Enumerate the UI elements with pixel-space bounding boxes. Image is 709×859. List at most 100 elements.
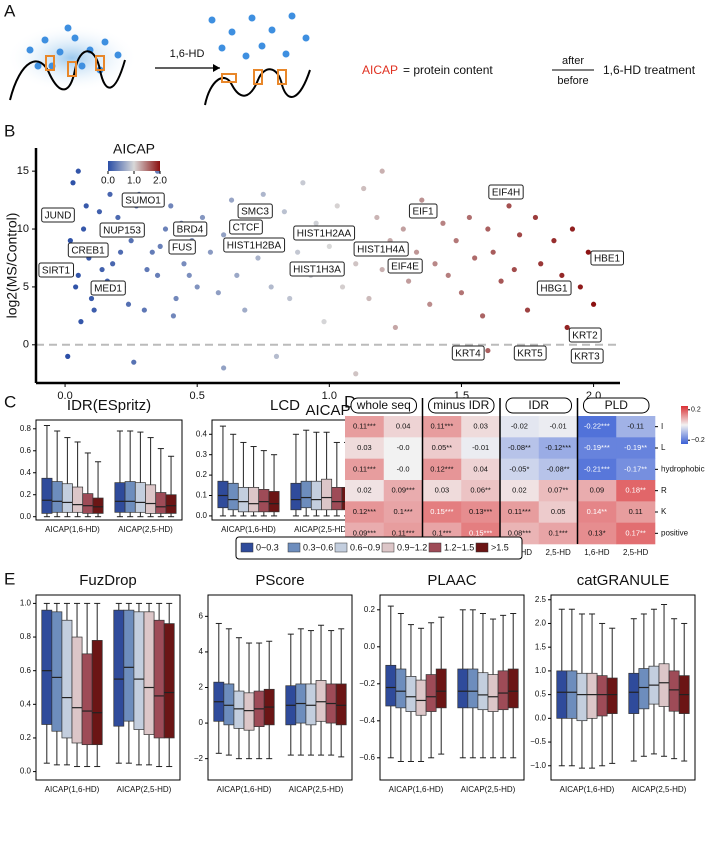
box: [71, 636, 83, 744]
point: [65, 353, 71, 359]
gene-label-box: [353, 241, 409, 257]
cell-label: 0.07**: [548, 486, 569, 495]
box: [92, 497, 104, 514]
point: [281, 209, 287, 215]
point: [506, 203, 512, 209]
y-axis-label: log2(MS/Control): [4, 213, 20, 319]
legend-swatch: [475, 542, 489, 553]
cell-label: -0.22***: [584, 422, 610, 431]
cell-label: 0.11***: [508, 507, 531, 516]
heatmap-cell: [345, 458, 385, 481]
heatmap-cell: [616, 522, 656, 545]
cell-label: -0.12***: [545, 443, 571, 452]
gene-label: KRT3: [574, 352, 600, 363]
point: [75, 272, 81, 278]
gene-label: EIF1: [412, 207, 434, 218]
point: [268, 284, 274, 290]
group-header: PLD: [605, 398, 629, 412]
point: [524, 307, 531, 313]
box: [290, 482, 302, 511]
cell-label: -0.19**: [624, 443, 647, 452]
box: [576, 672, 588, 722]
row-label: hydrophobic: [661, 464, 705, 473]
heatmap-cell: [422, 480, 462, 502]
cell-label: 0.1***: [394, 507, 413, 516]
box: [606, 677, 618, 714]
box: [237, 486, 249, 513]
point: [173, 295, 179, 302]
gene-label-box: [38, 262, 75, 278]
point: [141, 307, 147, 313]
heatmap-cell: [616, 416, 656, 438]
gene-label-box: [173, 221, 208, 237]
box: [155, 492, 167, 514]
x-tick-label: AICAP(1,6-HD): [45, 785, 100, 794]
y-tick-label: 0.0: [20, 767, 32, 776]
gene-label-box: [41, 207, 75, 223]
heatmap-cell: [500, 501, 540, 523]
point: [96, 209, 103, 215]
point: [353, 261, 359, 267]
point: [379, 266, 385, 273]
point: [419, 197, 425, 203]
y-tick-label: 0.0: [364, 642, 376, 651]
gene-label-box: [223, 237, 286, 253]
box: [668, 670, 680, 712]
point: [186, 272, 192, 278]
point: [110, 261, 116, 267]
y-tick-label: 0.3: [196, 450, 208, 459]
point: [67, 238, 73, 244]
y-tick-label: −1.0: [530, 761, 546, 770]
plot-frame: [550, 594, 696, 781]
heatmap-cell: [461, 458, 501, 481]
box: [638, 668, 650, 710]
point: [466, 214, 472, 221]
x-tick-label: AICAP(2,5-HD): [632, 785, 687, 794]
gene-label-box: [121, 192, 165, 208]
box: [395, 668, 407, 709]
plot-frame: [35, 594, 181, 781]
point: [551, 238, 557, 244]
box: [133, 611, 145, 730]
gene-label-box: [408, 203, 438, 219]
point: [221, 365, 227, 371]
point: [215, 290, 221, 296]
y-tick-label: 0.4: [20, 699, 32, 708]
cell-label: 0.1***: [549, 528, 568, 537]
box: [82, 493, 94, 514]
heatmap-cell: [383, 480, 423, 502]
legend-label: 0~0.3: [256, 542, 279, 552]
box: [305, 683, 317, 726]
cell-label: 0.04: [473, 464, 488, 473]
y-tick-label: 0.5: [535, 690, 547, 699]
box: [497, 670, 509, 711]
y-tick-label: 0: [23, 339, 29, 351]
y-tick-label: −0.5: [530, 737, 546, 746]
cell-label: -0.05*: [509, 464, 529, 473]
legend-label: >1.5: [491, 542, 509, 552]
box: [41, 477, 53, 514]
row-label: R: [661, 486, 667, 495]
point: [413, 249, 420, 255]
heatmap-cell: [422, 416, 462, 438]
y-tick-label: −0.6: [359, 753, 375, 762]
y-tick-label: 0.4: [20, 468, 32, 477]
y-tick-label: 0.6: [20, 446, 32, 455]
point: [131, 359, 137, 365]
x-tick-label: AICAP(1,6-HD): [389, 785, 444, 794]
colorbar-tick-label: 0.0: [101, 176, 115, 187]
point: [559, 272, 565, 278]
box: [243, 692, 255, 731]
heatmap-cell: [500, 416, 540, 438]
panel-label: B: [4, 121, 15, 140]
gene-label-box: [237, 203, 273, 219]
gene-label: HIST1H4A: [357, 245, 405, 256]
point: [427, 301, 433, 307]
point: [125, 301, 132, 307]
point: [490, 249, 496, 255]
heatmap-cell: [461, 480, 501, 502]
x-tick-label: 1.0: [322, 390, 337, 402]
box: [425, 674, 437, 712]
gene-label-box: [99, 222, 145, 238]
